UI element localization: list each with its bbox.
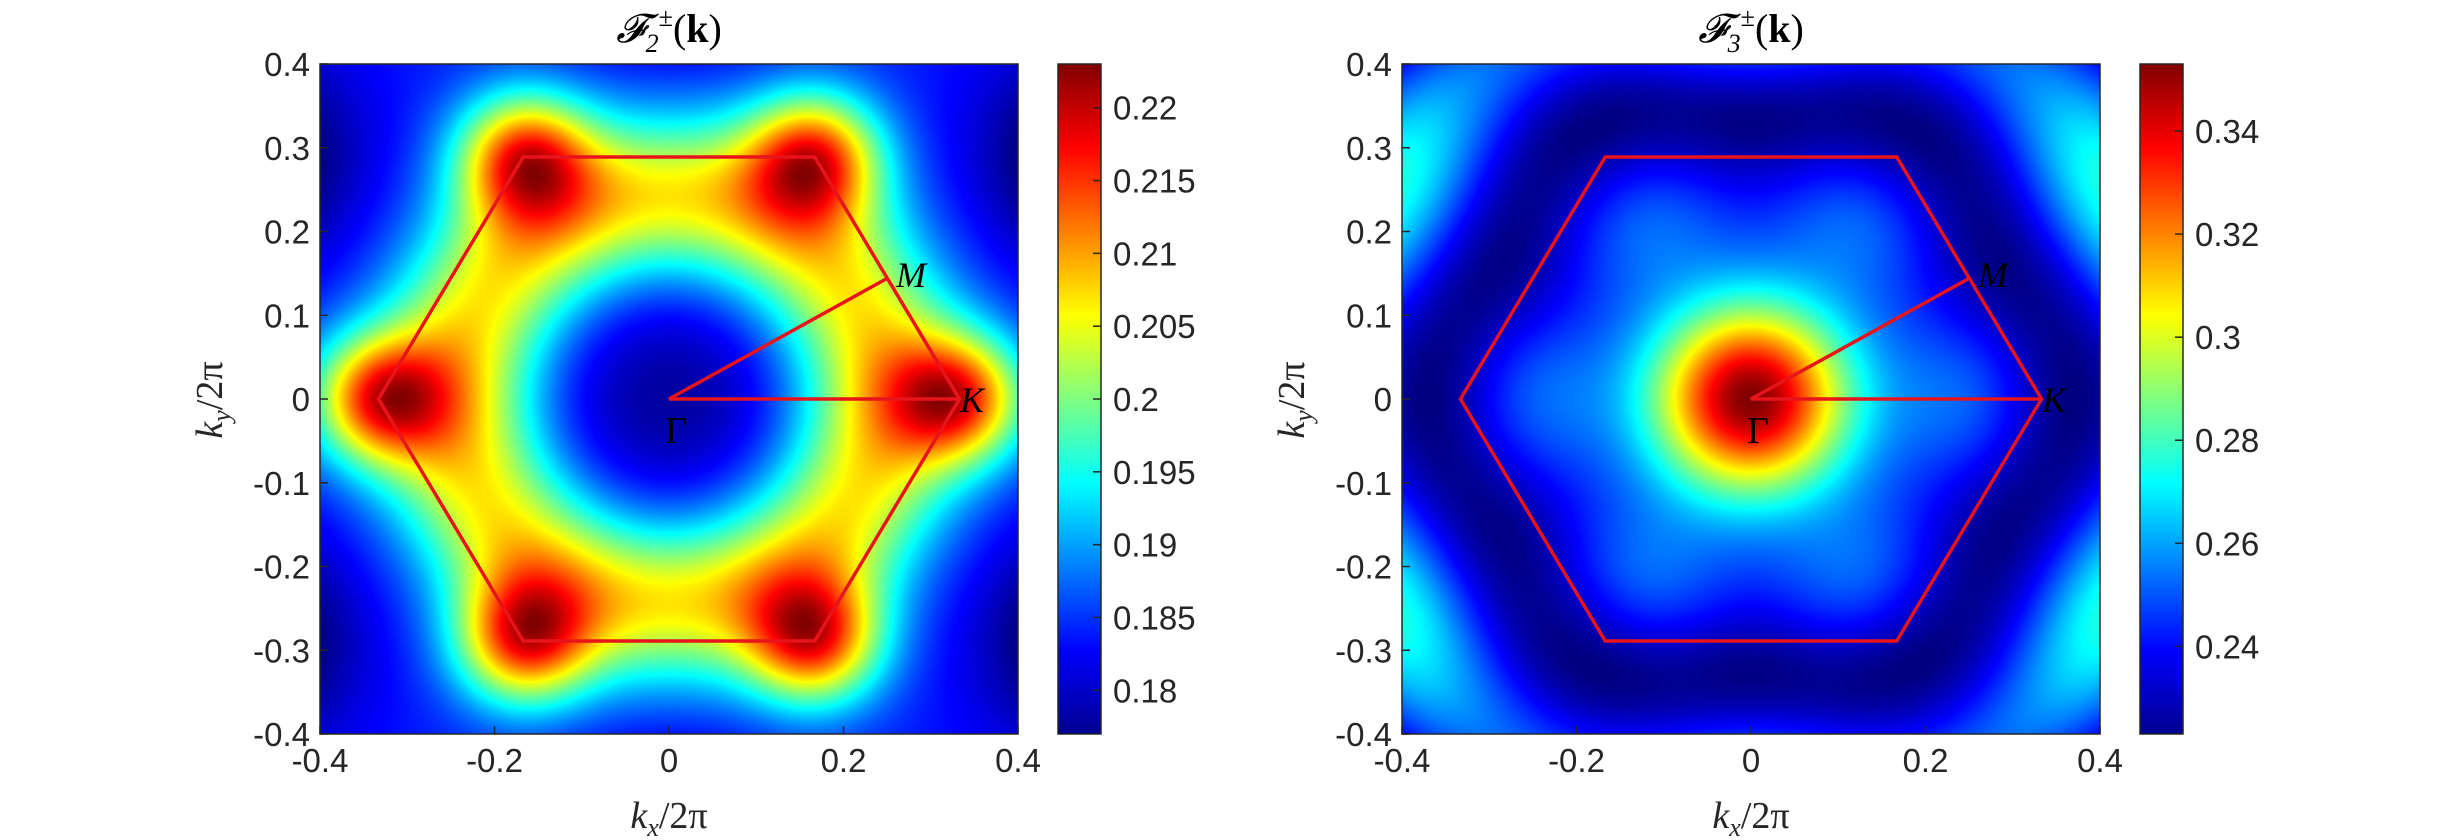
y-tick-label: -0.1 — [1335, 465, 1392, 502]
x-tick-label: -0.2 — [466, 742, 523, 779]
x-tick-label: 0.4 — [995, 742, 1041, 779]
plot-frame-2 — [1401, 63, 2101, 735]
x-ticks-2: -0.4 -0.2 0 0.2 0.4 — [1374, 726, 2123, 779]
x-tick-label: 0 — [660, 742, 678, 779]
brillouin-zone-2 — [1458, 155, 2044, 643]
chart-title-1: 𝓕2±(k) — [616, 3, 722, 58]
colorbar-ticks-1: 0.22 0.215 0.21 0.205 0.2 0.195 0.19 0.185 0.18 — [1093, 90, 1196, 709]
brillouin-zone-1 — [376, 155, 962, 643]
y-tick-label: 0 — [292, 381, 310, 418]
point-label-k-1: K — [959, 380, 986, 420]
colorbar-tick-label: 0.2 — [1113, 381, 1159, 418]
y-tick-label: 0.4 — [1346, 46, 1392, 83]
colorbar-tick-label: 0.22 — [1113, 90, 1177, 127]
colorbar-2 — [2139, 63, 2184, 735]
colorbar-tick-label: 0.205 — [1113, 308, 1196, 345]
chart-panel-2: -0.4 -0.2 0 0.2 0.4 0.40.30.20.10-0.1-0.2-0.… — [1271, 3, 2259, 840]
colorbar-tick-label: 0.26 — [2195, 525, 2259, 562]
colorbar-tick-label: 0.18 — [1113, 672, 1177, 709]
x-ticks-1: -0.4 -0.2 0 0.2 0.4 — [292, 726, 1041, 779]
colorbar-tick-label: 0.21 — [1113, 235, 1177, 272]
y-ticks-1: 0.4 0.3 0.2 0.1 0 -0.1 -0.2 -0.3 -0.4 — [253, 46, 328, 753]
y-tick-label: -0.3 — [1335, 632, 1392, 669]
point-label-m-1: M — [895, 255, 928, 295]
y-tick-label: 0.1 — [1346, 297, 1392, 334]
y-tick-label: -0.2 — [253, 549, 310, 586]
x-tick-label: 0 — [1742, 742, 1760, 779]
point-label-k-2: K — [2041, 380, 2068, 420]
y-tick-label: -0.4 — [253, 716, 310, 753]
colorbar-tick-label: 0.3 — [2195, 319, 2241, 356]
colorbar-tick-label: 0.32 — [2195, 216, 2259, 253]
brillouin-zone-hexagon — [376, 155, 962, 643]
y-ticks-2: 0.4 0.3 0.2 0.1 0 -0.1 -0.2 -0.3 -0.4 — [1335, 46, 1410, 753]
y-axis-label-1: ky/2π — [189, 361, 236, 438]
y-tick-label: 0 — [1374, 381, 1392, 418]
colorbar-tick-label: 0.185 — [1113, 599, 1196, 636]
chart-panel-1: -0.4 -0.2 0 0.2 0.4 0.40.30.20.10-0.1-0.2-0.… — [189, 3, 1196, 840]
point-label-gamma-1: Γ — [665, 410, 687, 452]
point-label-m-2: M — [1977, 255, 2010, 295]
y-tick-label: -0.1 — [253, 465, 310, 502]
y-tick-label: 0.3 — [1346, 130, 1392, 167]
chart-title-2: 𝓕3±(k) — [1698, 3, 1804, 58]
y-tick-label: 0.2 — [1346, 214, 1392, 251]
high-symmetry-path — [668, 276, 960, 401]
colorbar-tick-label: 0.24 — [2195, 628, 2259, 665]
y-tick-label: -0.4 — [1335, 716, 1392, 753]
x-tick-label: -0.2 — [1548, 742, 1605, 779]
x-tick-label: -0.4 — [1374, 742, 1431, 779]
colorbar-tick-label: 0.28 — [2195, 422, 2259, 459]
y-axis-label-2: ky/2π — [1271, 361, 1318, 438]
y-tick-label: 0.1 — [264, 297, 310, 334]
high-symmetry-path — [1750, 276, 2042, 401]
x-tick-label: -0.4 — [292, 742, 349, 779]
point-label-gamma-2: Γ — [1747, 410, 1769, 452]
x-tick-label: 0.2 — [1903, 742, 1949, 779]
y-tick-label: 0.3 — [264, 130, 310, 167]
colorbar-tick-label: 0.19 — [1113, 527, 1177, 564]
colorbar-tick-label: 0.34 — [2195, 113, 2259, 150]
y-tick-label: 0.2 — [264, 214, 310, 251]
y-tick-label: -0.2 — [1335, 549, 1392, 586]
brillouin-zone-hexagon — [1458, 155, 2044, 643]
x-axis-label-1: kx/2π — [630, 795, 707, 840]
plot-frame-1 — [319, 63, 1019, 735]
colorbar-tick-label: 0.215 — [1113, 163, 1196, 200]
x-tick-label: 0.4 — [2077, 742, 2123, 779]
x-axis-label-2: kx/2π — [1712, 795, 1789, 840]
y-tick-label: -0.3 — [253, 632, 310, 669]
colorbar-ticks-2: 0.34 0.32 0.3 0.28 0.26 0.24 — [2175, 113, 2259, 665]
y-tick-label: 0.4 — [264, 46, 310, 83]
x-tick-label: 0.2 — [821, 742, 867, 779]
colorbar-tick-label: 0.195 — [1113, 454, 1196, 491]
